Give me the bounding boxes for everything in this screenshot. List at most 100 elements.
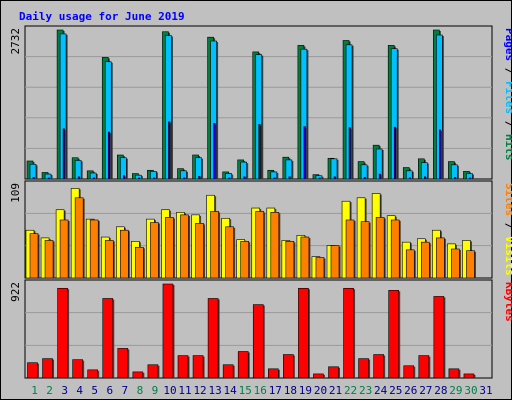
pages-bar bbox=[214, 123, 216, 179]
sites-bar bbox=[271, 212, 279, 278]
day-label: 27 bbox=[419, 384, 432, 397]
day-label: 16 bbox=[254, 384, 267, 397]
kbytes-bar bbox=[58, 288, 68, 378]
panel-1-legend: Pages / Files / Hits bbox=[503, 28, 512, 161]
day-label: 30 bbox=[464, 384, 477, 397]
chart-title: Daily usage for June 2019 bbox=[19, 10, 185, 23]
kbytes-bar bbox=[464, 374, 474, 378]
kbytes-bar bbox=[163, 284, 173, 378]
kbytes-bar bbox=[329, 367, 339, 378]
sites-bar bbox=[346, 220, 354, 278]
sites-bar bbox=[256, 211, 264, 278]
files-bar bbox=[361, 165, 367, 179]
sites-bar bbox=[361, 222, 369, 278]
legend-item-pages: Pages bbox=[503, 28, 512, 61]
pages-bar bbox=[349, 128, 351, 179]
sites-bar bbox=[406, 250, 414, 278]
sites-bar bbox=[421, 242, 429, 278]
kbytes-bar bbox=[238, 351, 248, 378]
kbytes-bar bbox=[359, 359, 369, 378]
day-label: 11 bbox=[178, 384, 191, 397]
sites-bar bbox=[120, 230, 128, 278]
day-label: 19 bbox=[299, 384, 312, 397]
sites-bar bbox=[316, 258, 324, 278]
day-label: 10 bbox=[163, 384, 176, 397]
day-label: 6 bbox=[106, 384, 113, 397]
legend-separator: / bbox=[503, 114, 512, 134]
files-bar bbox=[451, 165, 457, 179]
pages-bar bbox=[244, 177, 246, 179]
sites-bar bbox=[226, 227, 234, 278]
sites-bar bbox=[211, 211, 219, 278]
panel-3-legend: KBytes bbox=[503, 282, 512, 322]
kbytes-bar bbox=[88, 370, 98, 378]
kbytes-bar bbox=[404, 366, 414, 378]
files-bar bbox=[241, 162, 247, 179]
files-bar bbox=[196, 158, 202, 179]
legend-separator: / bbox=[503, 61, 512, 81]
day-label: 15 bbox=[239, 384, 252, 397]
kbytes-bar bbox=[28, 363, 38, 378]
sites-bar bbox=[391, 220, 399, 278]
sites-bar bbox=[196, 223, 204, 278]
legend-item-hits: Hits bbox=[503, 134, 512, 161]
sites-bar bbox=[90, 220, 98, 278]
day-label: 5 bbox=[91, 384, 98, 397]
day-label: 7 bbox=[122, 384, 129, 397]
legend-item-files: Files bbox=[503, 81, 512, 114]
kbytes-bar bbox=[148, 365, 158, 378]
sites-bar bbox=[436, 238, 444, 278]
kbytes-bar bbox=[449, 369, 459, 378]
day-label: 22 bbox=[344, 384, 357, 397]
kbytes-bar bbox=[253, 305, 263, 378]
kbytes-bar bbox=[419, 356, 429, 378]
day-label: 24 bbox=[374, 384, 388, 397]
sites-bar bbox=[331, 246, 339, 278]
kbytes-bar bbox=[178, 356, 188, 378]
pages-bar bbox=[259, 124, 261, 179]
kbytes-bar bbox=[103, 298, 113, 378]
day-label: 18 bbox=[284, 384, 297, 397]
pages-bar bbox=[184, 178, 186, 179]
sites-bar bbox=[45, 240, 53, 278]
legend-separator: / bbox=[503, 216, 512, 236]
pages-bar bbox=[63, 129, 65, 179]
day-label: 26 bbox=[404, 384, 417, 397]
kbytes-bar bbox=[223, 365, 233, 378]
kbytes-bar bbox=[133, 372, 143, 378]
kbytes-bar bbox=[374, 355, 384, 378]
day-label: 29 bbox=[449, 384, 462, 397]
day-label: 31 bbox=[479, 384, 492, 397]
pages-bar bbox=[439, 130, 441, 179]
day-label: 13 bbox=[209, 384, 222, 397]
sites-bar bbox=[135, 247, 143, 278]
pages-bar bbox=[168, 122, 170, 179]
kbytes-bar bbox=[434, 296, 444, 378]
pages-bar bbox=[364, 177, 366, 179]
day-label: 12 bbox=[193, 384, 206, 397]
kbytes-bar bbox=[118, 348, 128, 378]
pages-bar bbox=[229, 178, 231, 179]
panel-2-scale-label: 109 bbox=[9, 183, 22, 203]
sites-bar bbox=[181, 215, 189, 278]
pages-bar bbox=[138, 178, 140, 179]
sites-bar bbox=[75, 198, 83, 278]
pages-bar bbox=[469, 178, 471, 179]
kbytes-bar bbox=[208, 298, 218, 378]
sites-bar bbox=[301, 237, 309, 278]
kbytes-bar bbox=[298, 288, 308, 378]
day-label: 2 bbox=[46, 384, 53, 397]
sites-bar bbox=[60, 220, 68, 278]
day-label: 8 bbox=[137, 384, 144, 397]
pages-bar bbox=[289, 177, 291, 179]
files-bar bbox=[30, 164, 36, 179]
sites-bar bbox=[466, 251, 474, 278]
pages-bar bbox=[409, 178, 411, 179]
kbytes-bar bbox=[268, 369, 278, 378]
legend-item-visits: Visits bbox=[503, 236, 512, 276]
pages-bar bbox=[48, 178, 50, 179]
kbytes-bar bbox=[73, 360, 83, 378]
pages-bar bbox=[108, 132, 110, 179]
